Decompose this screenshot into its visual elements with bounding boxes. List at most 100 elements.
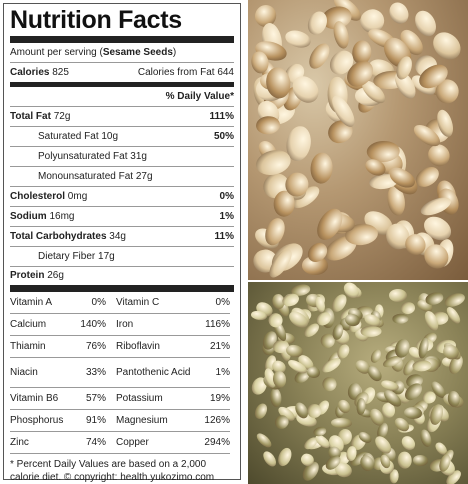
seed-texture [356, 397, 366, 415]
nutrient-amount: 31g [130, 151, 147, 162]
unhulled-sesame-seeds-photo [248, 282, 468, 484]
calories-label: Calories [10, 67, 50, 78]
vitamin-name: Phosphorus [10, 415, 64, 426]
vitamin-pct: 57% [85, 393, 106, 404]
nutrient-label: Total Fat [10, 111, 51, 122]
vitamin-row: Vitamin A 0% [10, 292, 112, 314]
vitamin-pct: 21% [209, 341, 230, 352]
nutrient-amount: 27g [135, 171, 153, 182]
nutrient-dv: 11% [214, 231, 234, 242]
nutrient-amount: 0mg [67, 191, 88, 202]
serving-name: Sesame Seeds [102, 47, 173, 58]
calories-value: 825 [52, 67, 69, 78]
seed-texture [260, 449, 279, 470]
vitamin-row: Copper 294% [112, 432, 230, 454]
nutrient-dv: 1% [219, 211, 234, 222]
vitamin-name: Copper [116, 437, 149, 448]
nutrient-amount: 10g [101, 131, 119, 142]
nutrient-row-sodium: Sodium 16mg 1% [10, 206, 234, 226]
nutrient-label: Monounsaturated Fat [38, 171, 134, 182]
seed-texture [308, 151, 334, 185]
seed-texture [442, 290, 467, 309]
seed-texture [255, 115, 281, 136]
seed-texture [396, 450, 412, 469]
vitamin-pct: 126% [204, 415, 230, 426]
vitamin-row: Magnesium 126% [112, 410, 230, 432]
vitamin-name: Vitamin B6 [10, 393, 59, 404]
vitamins-divider [10, 285, 234, 292]
nutrient-amount: 72g [53, 111, 71, 122]
vitamin-row: Phosphorus 91% [10, 410, 112, 432]
calories-from-fat-value: 644 [217, 67, 234, 78]
vitamin-name: Thiamin [10, 341, 46, 352]
seed-texture [331, 417, 353, 429]
vitamins-left-column: Vitamin A 0% Calcium 140% Thiamin 76% Niaci… [10, 292, 112, 454]
seed-texture [312, 425, 328, 438]
daily-value-header: % Daily Value* [165, 91, 234, 102]
vitamin-row: Vitamin B6 57% [10, 388, 112, 410]
vitamin-name: Pantothenic Acid [116, 366, 191, 378]
vitamin-name: Iron [116, 319, 134, 330]
vitamin-row: Potassium 19% [112, 388, 230, 410]
seed-texture [418, 193, 454, 219]
nutrient-dv: 50% [213, 131, 234, 142]
vitamin-row: Thiamin 76% [10, 336, 112, 358]
vitamin-name: Niacin [10, 367, 38, 378]
nutrition-facts-title: Nutrition Facts [10, 6, 182, 34]
nutrient-dv: 111% [209, 111, 234, 122]
nutrient-label: Total Carbohydrates [10, 231, 107, 242]
vitamin-pct: 116% [205, 319, 230, 330]
vitamin-pct: 76% [85, 341, 106, 352]
vitamin-pct: 1% [215, 367, 230, 378]
vitamin-row: Pantothenic Acid 1% [112, 358, 230, 388]
seed-texture [428, 403, 446, 428]
nutrient-amount: 16mg [49, 211, 75, 222]
nutrition-facts-label: Nutrition Facts Amount per serving (Sesa… [3, 3, 241, 483]
protein-amount: 26g [47, 270, 64, 281]
vitamin-row: Niacin 33% [10, 358, 112, 388]
seed-texture [369, 348, 383, 365]
serving-info: Amount per serving (Sesame Seeds) [10, 44, 234, 62]
vitamin-pct: 140% [80, 319, 106, 330]
seed-texture [331, 19, 352, 51]
vitamin-row: Vitamin C 0% [112, 292, 230, 314]
seed-texture [361, 325, 383, 337]
vitamin-pct: 74% [85, 437, 106, 448]
nutrient-label: Cholesterol [10, 191, 66, 202]
nutrient-row-polyunsaturated-fat: Polyunsaturated Fat 31g [10, 146, 234, 166]
vitamin-name: Zinc [10, 437, 29, 448]
seed-texture [320, 374, 340, 394]
vitamin-name: Vitamin C [116, 297, 160, 308]
nutrient-label: Dietary Fiber [38, 251, 96, 262]
calories-row: Calories 825 Calories from Fat 644 [10, 62, 234, 82]
vitamin-pct: 294% [204, 437, 230, 448]
nutrient-amount: 34g [109, 231, 126, 242]
vitamin-name: Magnesium [116, 415, 168, 426]
seed-texture [385, 0, 413, 28]
vitamin-pct: 0% [215, 297, 230, 308]
nutrient-row-saturated-fat: Saturated Fat 10g 50% [10, 126, 234, 146]
vitamin-row: Calcium 140% [10, 314, 112, 336]
nutrient-label: Saturated Fat [38, 131, 99, 142]
nutrient-row-monounsaturated-fat: Monounsaturated Fat 27g [10, 166, 234, 186]
seed-texture [252, 401, 269, 421]
serving-suffix: ) [172, 47, 177, 58]
vitamin-row: Iron 116% [112, 314, 230, 336]
vitamin-name: Calcium [10, 319, 47, 330]
seed-texture [268, 387, 282, 408]
vitamin-name: Riboflavin [116, 341, 160, 352]
vitamin-pct: 33% [85, 367, 106, 378]
protein-label: Protein [10, 270, 45, 281]
calories-from-fat-label: Calories from Fat [137, 67, 215, 78]
seed-texture [319, 355, 343, 376]
calories-divider [10, 82, 234, 87]
vitamin-row: Zinc 74% [10, 432, 112, 454]
vitamin-name: Vitamin A [10, 297, 53, 308]
seed-texture [254, 430, 274, 450]
nutrient-amount: 17g [98, 251, 115, 262]
nutrient-dv: 0% [219, 191, 234, 202]
seed-texture [274, 446, 294, 469]
vitamins-table: Vitamin A 0% Calcium 140% Thiamin 76% Niaci… [10, 292, 234, 454]
seed-texture [392, 313, 409, 325]
vitamins-right-column: Vitamin C 0% Iron 116% Riboflavin 21% Panto… [112, 292, 230, 454]
